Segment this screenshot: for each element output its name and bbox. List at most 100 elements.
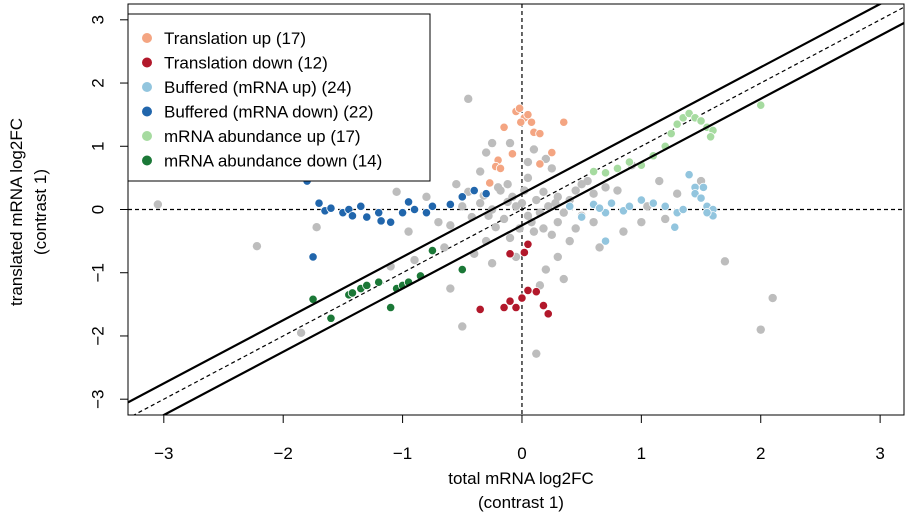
data-point <box>376 216 386 226</box>
data-point <box>684 170 694 180</box>
background-point <box>544 202 553 211</box>
background-point <box>529 227 539 236</box>
data-point <box>421 208 432 218</box>
background-point <box>410 255 419 265</box>
data-point <box>347 288 358 298</box>
background-point <box>458 202 467 211</box>
background-point <box>541 154 551 164</box>
y-tick-label: −1 <box>89 263 108 282</box>
data-point <box>559 117 569 127</box>
data-point <box>427 246 438 256</box>
data-point <box>457 192 467 202</box>
x-tick-label: 3 <box>875 444 884 463</box>
y-tick-label: −3 <box>89 389 108 408</box>
y-tick-label: 0 <box>89 205 108 214</box>
background-point <box>553 192 562 202</box>
legend-label: Translation up (17) <box>164 29 306 48</box>
background-point <box>619 227 628 236</box>
background-point <box>446 221 455 230</box>
data-point <box>505 249 515 259</box>
data-point <box>696 193 706 203</box>
data-point <box>678 204 688 215</box>
background-point <box>252 241 262 251</box>
x-tick-label: −2 <box>274 444 293 463</box>
legend-label: mRNA abundance down (14) <box>164 152 382 171</box>
data-point <box>326 313 336 323</box>
background-point <box>565 236 574 246</box>
data-point <box>374 208 384 218</box>
background-point <box>583 176 592 186</box>
background-point <box>655 176 664 186</box>
background-point <box>613 186 622 195</box>
background-point <box>464 94 473 104</box>
legend-swatch <box>142 33 152 43</box>
x-axis: −3 −2 −1 0 1 2 3 <box>154 415 885 463</box>
data-point <box>612 163 623 173</box>
background-point <box>529 145 539 154</box>
data-point <box>526 117 537 127</box>
background-point <box>532 195 541 205</box>
background-point <box>487 138 497 148</box>
data-point <box>314 198 324 208</box>
data-point <box>698 182 709 192</box>
data-point <box>672 119 682 129</box>
x-axis-label-sub: (contrast 1) <box>478 493 564 512</box>
data-point <box>756 100 766 110</box>
threshold-line-2 <box>161 21 904 415</box>
background-point <box>440 243 449 252</box>
data-point <box>535 129 545 139</box>
data-point <box>517 293 527 303</box>
legend-box <box>127 13 431 182</box>
x-tick-label: −1 <box>393 444 412 463</box>
x-axis-label: total mRNA log2FC <box>448 469 594 488</box>
background-point <box>296 328 306 337</box>
background-point <box>559 274 568 284</box>
y-tick-label: 2 <box>89 78 108 87</box>
data-point <box>326 203 336 213</box>
data-point <box>505 296 515 306</box>
background-point <box>312 223 321 232</box>
data-point <box>588 166 599 177</box>
background-point <box>553 217 562 227</box>
data-point <box>538 301 549 311</box>
background-point <box>452 180 461 189</box>
threshold-line-1 <box>128 4 883 404</box>
data-point <box>523 110 533 120</box>
legend-swatch <box>142 106 152 117</box>
data-point <box>516 117 526 127</box>
y-axis: −3 −2 −1 0 1 2 3 <box>89 15 128 409</box>
y-axis-label-sub: (contrast 1) <box>31 169 50 255</box>
data-point <box>469 185 479 196</box>
background-point <box>487 259 497 268</box>
legend-label: Buffered (mRNA up) (24) <box>164 78 352 97</box>
legend-swatch <box>142 131 152 141</box>
data-point <box>481 189 491 199</box>
data-point <box>347 211 358 221</box>
x-tick-label: −3 <box>154 444 173 463</box>
background-point <box>434 217 443 227</box>
data-point <box>499 122 509 132</box>
data-point <box>594 203 605 213</box>
background-point <box>458 322 467 331</box>
background-point <box>499 214 509 224</box>
background-point <box>446 284 455 293</box>
background-point <box>523 211 533 221</box>
background-point <box>547 164 557 173</box>
background-point <box>768 293 777 303</box>
background-point <box>756 325 765 334</box>
background-point <box>559 208 568 217</box>
legend: Translation up (17) Translation down (12)… <box>127 13 431 182</box>
data-point <box>445 199 455 210</box>
x-tick-label: 1 <box>637 444 646 463</box>
y-tick-label: 3 <box>89 15 108 24</box>
background-point <box>496 186 505 195</box>
background-point <box>422 192 431 202</box>
background-point <box>539 187 548 196</box>
background-point <box>539 224 548 233</box>
background-point <box>503 180 512 189</box>
legend-swatch <box>142 155 152 166</box>
background-point <box>475 198 485 208</box>
x-tick-label: 2 <box>756 444 765 463</box>
data-point <box>374 277 384 287</box>
